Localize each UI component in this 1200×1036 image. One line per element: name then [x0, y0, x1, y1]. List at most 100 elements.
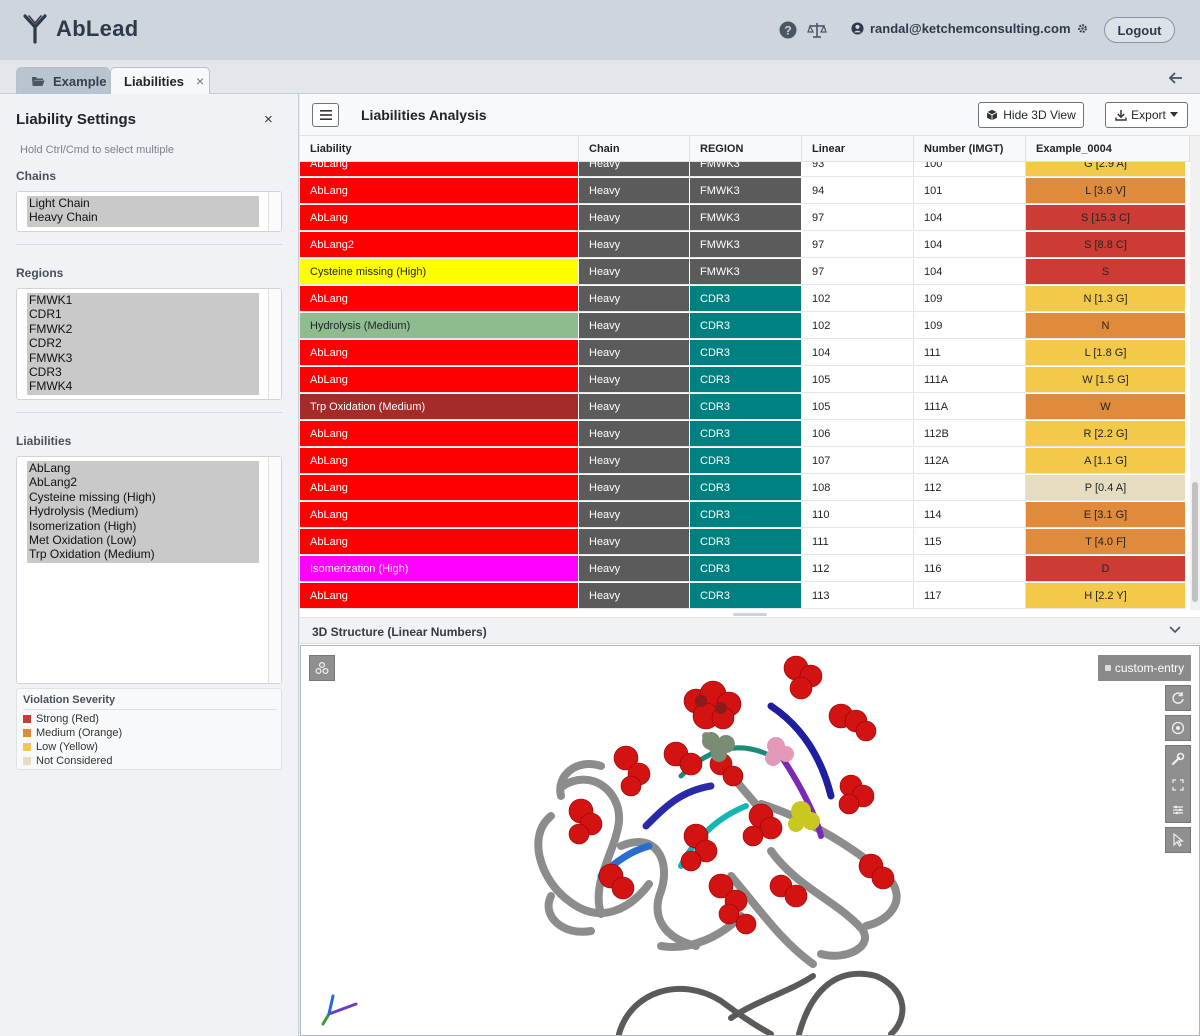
app-logo[interactable]: AbLead — [22, 14, 138, 44]
table-row[interactable]: AbLang Heavy FMWK3 94 101 L [3.6 V] — [300, 178, 1190, 205]
fullscreen-icon[interactable] — [1172, 779, 1184, 791]
divider — [23, 709, 277, 710]
arrow-left-icon[interactable] — [1168, 70, 1184, 86]
wrench-icon[interactable] — [1171, 752, 1185, 766]
logout-button[interactable]: Logout — [1104, 17, 1175, 43]
table-row[interactable]: Hydrolysis (Medium) Heavy CDR3 102 109 N — [300, 313, 1190, 340]
page-title: Liabilities Analysis — [361, 107, 487, 123]
scale-balance-icon[interactable] — [807, 20, 827, 40]
structure-3d-viewer[interactable]: custom-entry — [300, 645, 1200, 1036]
menu-button[interactable] — [312, 103, 339, 127]
user-menu[interactable]: randal@ketchemconsulting.com — [851, 21, 1088, 36]
chain-option[interactable]: Heavy Chain — [29, 210, 98, 225]
table-row[interactable]: AbLang Heavy CDR3 105 111A W [1.5 G] — [300, 367, 1190, 394]
structure-entry-badge[interactable]: custom-entry — [1098, 655, 1191, 681]
region-option[interactable]: FMWK3 — [29, 350, 73, 365]
help-icon[interactable]: ? — [778, 20, 798, 40]
chain-cell: Heavy — [579, 556, 690, 582]
liability-option[interactable]: Met Oxidation (Low) — [29, 533, 137, 548]
liability-option[interactable]: Trp Oxidation (Medium) — [29, 547, 155, 562]
legend-item: Not Considered — [23, 755, 112, 767]
table-row[interactable]: AbLang Heavy CDR3 106 112B R [2.2 G] — [300, 421, 1190, 448]
tab-liabilities[interactable]: Liabilities × — [110, 67, 210, 94]
hide-3d-view-button[interactable]: Hide 3D View — [978, 102, 1084, 128]
liability-cell: AbLang — [300, 286, 579, 312]
table-row[interactable]: AbLang Heavy CDR3 108 112 P [0.4 A] — [300, 475, 1190, 502]
viewer-tools-group[interactable] — [1165, 745, 1191, 823]
region-cell: CDR3 — [690, 475, 802, 501]
example-cell: T [4.0 F] — [1026, 529, 1186, 555]
liability-option[interactable]: AbLang2 — [29, 475, 78, 490]
scrollbar-thumb[interactable] — [1192, 482, 1198, 602]
region-option[interactable]: CDR1 — [29, 307, 62, 322]
export-button[interactable]: Export — [1105, 102, 1188, 128]
table-row[interactable]: AbLang2 Heavy FMWK3 97 104 S [8.8 C] — [300, 232, 1190, 259]
chains-multiselect[interactable]: Light Chain Heavy Chain — [16, 191, 282, 232]
example-cell: E [3.1 G] — [1026, 502, 1186, 528]
region-cell: CDR3 — [690, 367, 802, 393]
structure-panel-header[interactable]: 3D Structure (Linear Numbers) — [300, 617, 1200, 644]
divider — [16, 412, 282, 413]
table-row[interactable]: Isomerization (High) Heavy CDR3 112 116 D — [300, 556, 1190, 583]
scrollbar[interactable] — [268, 192, 281, 231]
imgt-number-cell: 112B — [914, 421, 1026, 447]
region-option[interactable]: CDR3 — [29, 365, 62, 380]
column-header-example[interactable]: Example_0004 — [1026, 136, 1190, 162]
column-header-imgt[interactable]: Number (IMGT) — [914, 136, 1026, 162]
scrollbar[interactable] — [268, 457, 281, 683]
entry-color-icon — [1104, 665, 1111, 671]
table-row[interactable]: AbLang Heavy FMWK3 97 104 S [15.3 C] — [300, 205, 1190, 232]
chevron-down-icon[interactable] — [1169, 626, 1181, 634]
region-option[interactable]: CDR2 — [29, 336, 62, 351]
severity-legend: Violation Severity Strong (Red) Medium (… — [16, 688, 282, 770]
column-header-linear[interactable]: Linear — [802, 136, 914, 162]
regions-multiselect[interactable]: FMWK1 CDR1 FMWK2 CDR2 FMWK3 CDR3 FMWK4 — [16, 288, 282, 400]
liabilities-table: AbLang Heavy FMWK3 93 100 G [2.9 A] AbLang Heav… — [300, 136, 1190, 610]
liability-option[interactable]: AbLang — [29, 461, 71, 475]
resize-handle[interactable] — [733, 613, 767, 616]
imgt-number-cell: 104 — [914, 232, 1026, 258]
column-header-region[interactable]: REGION — [690, 136, 802, 162]
tab-close-icon[interactable]: × — [195, 73, 205, 89]
liability-option[interactable]: Isomerization (High) — [29, 518, 137, 533]
legend-label: Strong (Red) — [36, 713, 99, 725]
liabilities-multiselect[interactable]: AbLang AbLang2 Cysteine missing (High) H… — [16, 456, 282, 684]
imgt-number-cell: 117 — [914, 583, 1026, 609]
focus-button[interactable] — [1165, 715, 1191, 741]
region-option[interactable]: FMWK4 — [29, 379, 73, 394]
chain-option[interactable]: Light Chain — [29, 196, 90, 210]
table-scrollbar[interactable] — [1190, 136, 1200, 610]
liability-option[interactable]: Hydrolysis (Medium) — [29, 504, 139, 519]
legend-swatch — [23, 729, 31, 737]
example-cell: N [1.3 G] — [1026, 286, 1186, 312]
table-row[interactable]: AbLang Heavy CDR3 102 109 N [1.3 G] — [300, 286, 1190, 313]
settings-sliders-icon[interactable] — [1172, 804, 1184, 816]
table-body: AbLang Heavy FMWK3 93 100 G [2.9 A] AbLang Heav… — [300, 151, 1190, 610]
region-option[interactable]: FMWK1 — [29, 293, 73, 307]
region-cell: CDR3 — [690, 556, 802, 582]
select-mode-button[interactable] — [1165, 827, 1191, 853]
scrollbar[interactable] — [268, 289, 281, 399]
imgt-number-cell: 114 — [914, 502, 1026, 528]
column-header-liability[interactable]: Liability — [300, 136, 579, 162]
chains-options: Light Chain Heavy Chain — [27, 196, 259, 227]
hamburger-icon — [319, 110, 332, 120]
reset-view-button[interactable] — [1165, 685, 1191, 711]
viewer-toggle-button[interactable] — [309, 655, 335, 681]
region-option[interactable]: FMWK2 — [29, 321, 73, 336]
tab-example[interactable]: Example — [16, 67, 110, 94]
liability-option[interactable]: Cysteine missing (High) — [29, 489, 156, 504]
example-cell: R [2.2 G] — [1026, 421, 1186, 447]
table-row[interactable]: AbLang Heavy CDR3 113 117 H [2.2 Y] — [300, 583, 1190, 610]
table-row[interactable]: AbLang Heavy CDR3 104 111 L [1.8 G] — [300, 340, 1190, 367]
table-row[interactable]: AbLang Heavy CDR3 111 115 T [4.0 F] — [300, 529, 1190, 556]
sidebar-close-icon[interactable]: × — [264, 111, 273, 128]
table-row[interactable]: AbLang Heavy CDR3 107 112A A [1.1 G] — [300, 448, 1190, 475]
table-row[interactable]: Cysteine missing (High) Heavy FMWK3 97 104 S — [300, 259, 1190, 286]
table-row[interactable]: AbLang Heavy CDR3 110 114 E [3.1 G] — [300, 502, 1190, 529]
column-header-chain[interactable]: Chain — [579, 136, 690, 162]
tab-liabilities-label: Liabilities — [124, 73, 184, 89]
gear-icon[interactable] — [1077, 23, 1088, 34]
liability-cell: AbLang — [300, 421, 579, 447]
table-row[interactable]: Trp Oxidation (Medium) Heavy CDR3 105 111A W — [300, 394, 1190, 421]
